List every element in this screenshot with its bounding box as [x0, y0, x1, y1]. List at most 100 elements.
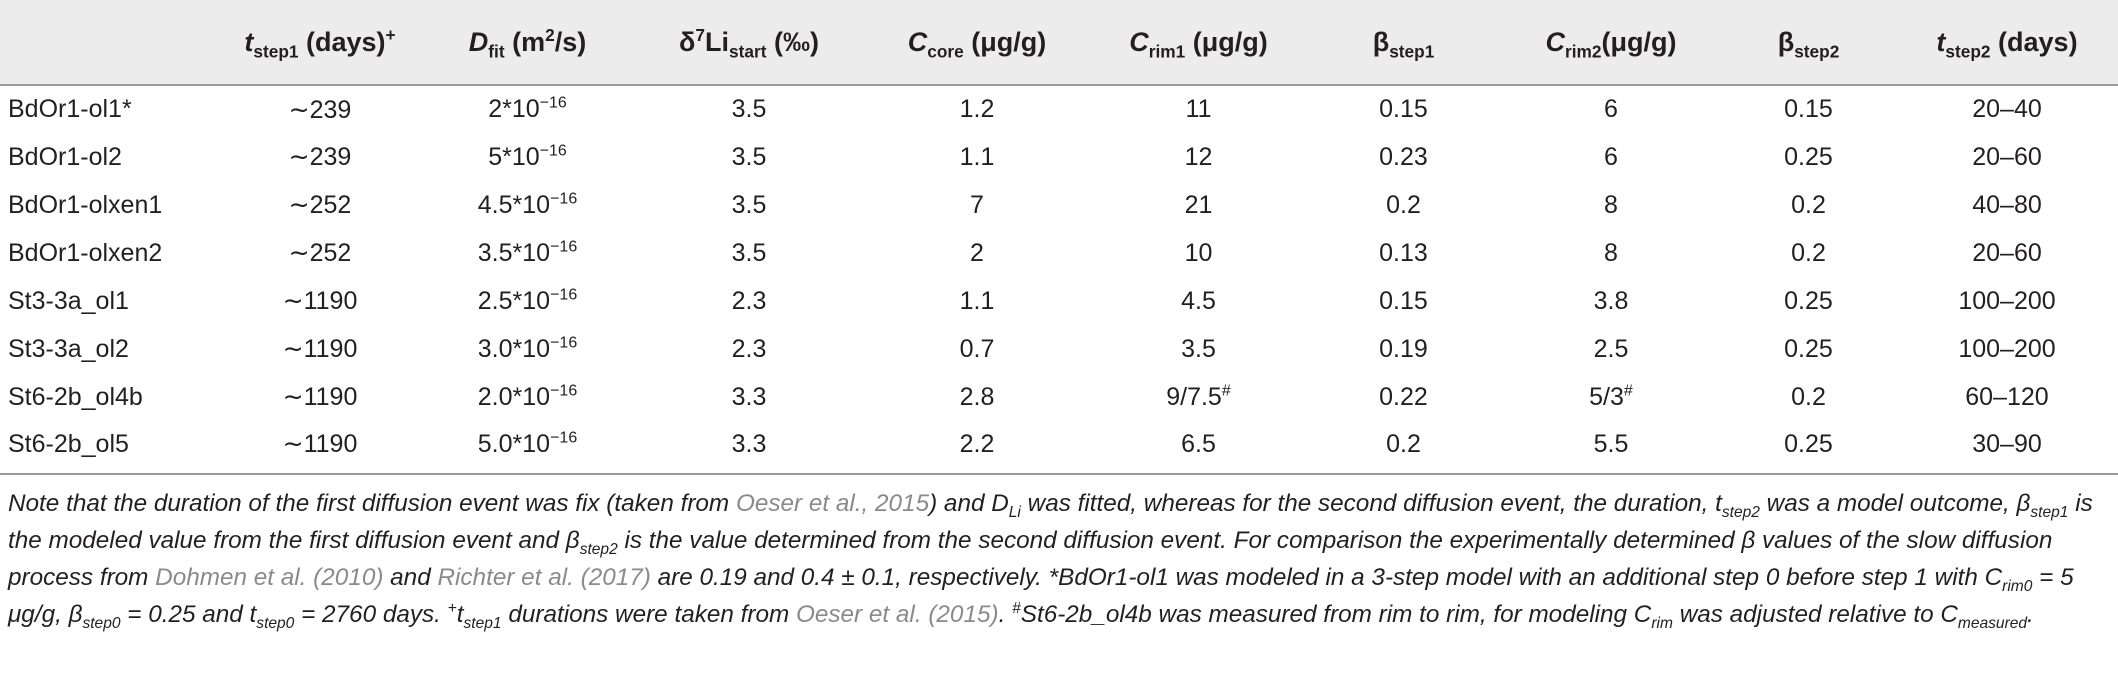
cell-bstep1: 0.19 — [1379, 334, 1428, 363]
cell-dfit: 4.5*10−16 — [477, 190, 578, 219]
cell-sample: St3-3a_ol1 — [8, 286, 129, 315]
table-row: St6-2b_ol5 ∼1190 5.0*10−16 3.3 2.2 6.5 0.2 5.5 0… — [0, 421, 2118, 469]
cell-bstep1: 0.23 — [1379, 142, 1428, 171]
cell-sample: St6-2b_ol4b — [8, 382, 143, 411]
reference-link[interactable]: Dohmen et al. (2010) — [155, 564, 384, 591]
reference-link[interactable]: Oeser et al. (2015) — [795, 601, 999, 628]
cell-bstep1: 0.15 — [1379, 95, 1428, 123]
cell-crim1: 11 — [1185, 95, 1212, 123]
cell-crim2: 3.8 — [1593, 286, 1629, 315]
cell-tstep1: ∼239 — [288, 143, 352, 171]
header-bstep2: βstep2 — [1721, 0, 1896, 86]
header-sample — [0, 0, 220, 86]
cell-dfit: 5.0*10−16 — [477, 429, 578, 458]
cell-tstep1: ∼1190 — [282, 287, 358, 315]
cell-sample: BdOr1-ol2 — [8, 142, 122, 171]
cell-tstep1: ∼252 — [288, 239, 352, 267]
cell-crim2: 8 — [1604, 190, 1618, 219]
cell-sample: BdOr1-olxen2 — [8, 238, 163, 267]
cell-tstep1: ∼1190 — [282, 430, 358, 458]
cell-crim1: 21 — [1184, 190, 1213, 219]
cell-bstep1: 0.22 — [1379, 382, 1428, 411]
cell-d7li: 3.5 — [731, 95, 767, 123]
cell-crim1: 6.5 — [1181, 429, 1216, 458]
cell-tstep1: ∼1190 — [282, 383, 358, 411]
cell-bstep2: 0.25 — [1784, 286, 1833, 315]
reference-link[interactable]: Richter et al. (2017) — [437, 564, 651, 591]
cell-bstep2: 0.25 — [1784, 142, 1833, 171]
header-tstep1: tstep1 (days)+ — [220, 0, 420, 86]
cell-crim1: 3.5 — [1181, 334, 1216, 363]
cell-dfit: 2.5*10−16 — [477, 286, 578, 315]
cell-bstep2: 0.25 — [1784, 429, 1833, 458]
cell-tstep2: 40–80 — [1972, 190, 2042, 219]
header-tstep2: tstep2 (days) — [1896, 0, 2118, 86]
cell-d7li: 3.3 — [731, 382, 767, 411]
cell-tstep1: ∼1190 — [282, 335, 358, 363]
cell-dfit: 3.5*10−16 — [477, 238, 578, 267]
header-dfit: Dfit (m2/s) — [420, 0, 635, 86]
cell-dfit: 2.0*10−16 — [477, 382, 578, 411]
table-row: St3-3a_ol2 ∼1190 3.0*10−16 2.3 0.7 3.5 0.19 2.5… — [0, 325, 2118, 373]
cell-crim2: 5.5 — [1593, 429, 1629, 458]
cell-d7li: 2.3 — [731, 334, 767, 363]
table-footnote: Note that the duration of the first diff… — [8, 490, 2093, 632]
reference-link[interactable]: Oeser et al., 2015 — [735, 490, 930, 517]
cell-bstep1: 0.2 — [1386, 429, 1421, 458]
cell-ccore: 2 — [970, 238, 984, 267]
table-row: BdOr1-olxen2 ∼252 3.5*10−16 3.5 2 10 0.13 8 0.2 2… — [0, 229, 2118, 277]
cell-d7li: 3.5 — [731, 142, 767, 171]
cell-crim2: 6 — [1604, 142, 1618, 171]
cell-ccore: 1.2 — [959, 95, 995, 123]
cell-crim1: 10 — [1184, 238, 1213, 267]
cell-crim1: 9/7.5# — [1166, 382, 1231, 411]
cell-bstep2: 0.2 — [1791, 238, 1826, 267]
cell-d7li: 3.3 — [731, 429, 767, 458]
cell-ccore: 2.8 — [959, 382, 995, 411]
cell-tstep2: 100–200 — [1958, 286, 2056, 315]
header-crim1: Crim1 (μg/g) — [1091, 0, 1306, 86]
cell-ccore: 2.2 — [959, 429, 995, 458]
cell-bstep2: 0.25 — [1784, 334, 1833, 363]
cell-sample: St3-3a_ol2 — [8, 334, 129, 363]
cell-bstep2: 0.2 — [1791, 190, 1826, 219]
cell-dfit: 2*10−16 — [488, 94, 567, 123]
cell-ccore: 1.1 — [959, 286, 995, 315]
cell-dfit: 3.0*10−16 — [477, 334, 578, 363]
cell-tstep2: 20–60 — [1972, 142, 2042, 171]
cell-crim2: 2.5 — [1593, 334, 1629, 363]
cell-tstep2: 60–120 — [1965, 382, 2049, 411]
cell-d7li: 3.5 — [731, 190, 767, 219]
cell-tstep2: 20–60 — [1972, 238, 2042, 267]
cell-bstep1: 0.15 — [1379, 286, 1428, 315]
cell-sample: St6-2b_ol5 — [8, 429, 129, 458]
table-row: St3-3a_ol1 ∼1190 2.5*10−16 2.3 1.1 4.5 0.15 3.8… — [0, 277, 2118, 325]
cell-crim1: 12 — [1184, 142, 1213, 171]
cell-tstep2: 30–90 — [1972, 429, 2042, 458]
cell-tstep2: 20–40 — [1972, 95, 2042, 123]
table-row: BdOr1-ol2 ∼239 5*10−16 3.5 1.1 12 0.23 6 0.25 20–… — [0, 133, 2118, 181]
cell-d7li: 3.5 — [731, 238, 767, 267]
cell-d7li: 2.3 — [731, 286, 767, 315]
cell-bstep2: 0.15 — [1784, 95, 1833, 123]
cell-sample: BdOr1-ol1* — [8, 95, 132, 123]
cell-crim2: 5/3# — [1589, 382, 1633, 411]
cell-bstep2: 0.2 — [1791, 382, 1826, 411]
cell-ccore: 7 — [970, 190, 984, 219]
cell-ccore: 1.1 — [959, 142, 995, 171]
cell-crim2: 6 — [1604, 95, 1618, 123]
header-bstep1: βstep1 — [1306, 0, 1501, 86]
header-row: tstep1 (days)+ Dfit (m2/s) δ7Listart (‰)… — [0, 0, 2118, 86]
header-d7li: δ7Listart (‰) — [635, 0, 863, 86]
cell-bstep1: 0.13 — [1379, 238, 1428, 267]
table-row: BdOr1-olxen1 ∼252 4.5*10−16 3.5 7 21 0.2 8 0.2 40… — [0, 181, 2118, 229]
table-row: BdOr1-ol1* ∼239 2*10−16 3.5 1.2 11 0.15 6 0.15 20… — [0, 85, 2118, 133]
table-footer-rule — [0, 473, 2118, 475]
cell-ccore: 0.7 — [959, 334, 995, 363]
cell-dfit: 5*10−16 — [488, 142, 567, 171]
table-row: St6-2b_ol4b ∼1190 2.0*10−16 3.3 2.8 9/7.5# 0.2… — [0, 373, 2118, 421]
cell-tstep1: ∼239 — [288, 95, 352, 124]
cell-tstep2: 100–200 — [1958, 334, 2056, 363]
header-crim2: Crim2(μg/g) — [1501, 0, 1721, 86]
table-figure: tstep1 (days)+ Dfit (m2/s) δ7Listart (‰)… — [0, 0, 2118, 632]
